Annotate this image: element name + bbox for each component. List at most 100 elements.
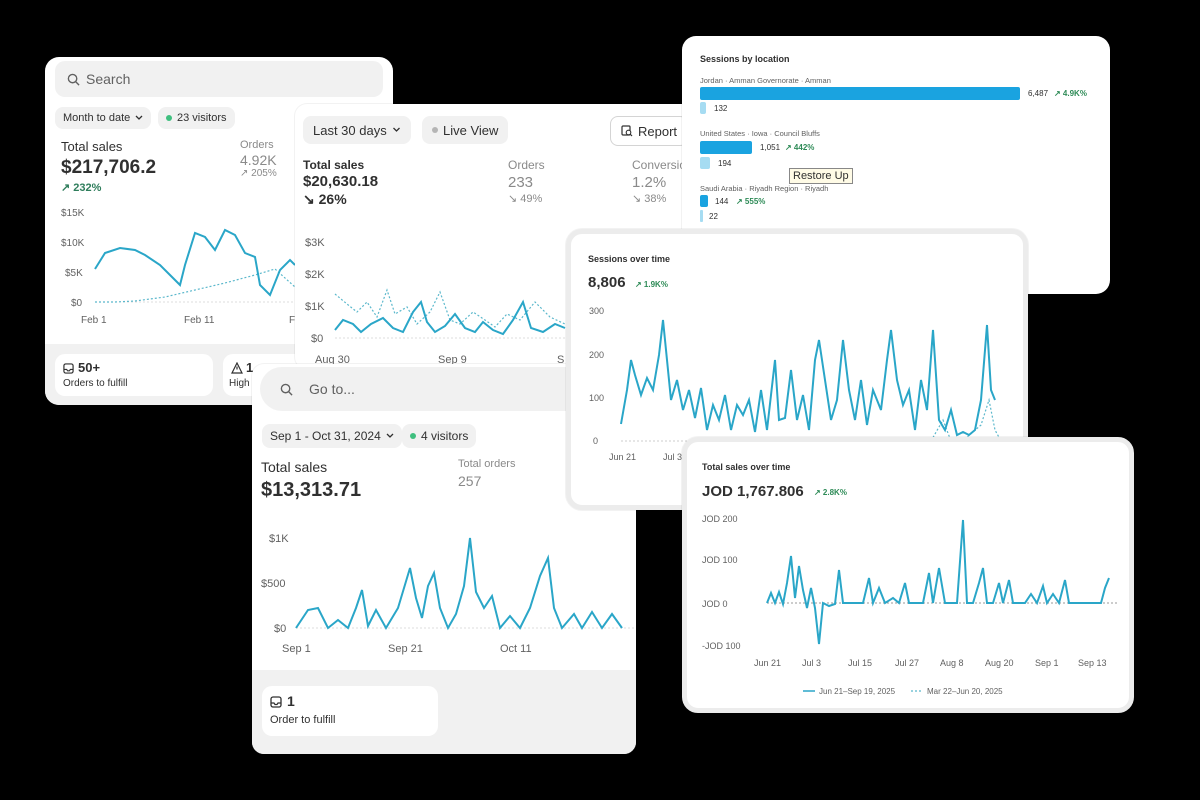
orders-label: Orders [240, 139, 274, 151]
y-tick-label: -JOD 100 [702, 641, 741, 651]
warning-icon [231, 362, 243, 374]
x-tick-label: Jul 27 [895, 658, 919, 668]
card-title: Sessions by location [700, 54, 790, 64]
location-previous-value: 194 [718, 159, 732, 168]
current-period-line [94, 228, 296, 297]
location-name: Saudi Arabia · Riyadh Region · Riyadh [700, 184, 829, 193]
visitors-badge[interactable]: 23 visitors [158, 107, 235, 129]
y-tick-label: $0 [71, 298, 83, 309]
y-tick-label: $15K [61, 208, 85, 219]
total-orders-value: 257 [458, 473, 482, 489]
previous-period-line [334, 288, 566, 328]
total-sales-over-time-card: Total sales over time JOD 1,767.806 ↗ 2.… [682, 437, 1134, 713]
current-period-line [295, 537, 623, 631]
location-change: ↗ 442% [785, 143, 815, 152]
location-previous-value: 22 [709, 212, 718, 221]
location-bar-previous[interactable] [700, 157, 710, 169]
total-sales-value: $13,313.71 [261, 479, 362, 501]
y-tick-label: $500 [261, 578, 285, 590]
location-bar-previous[interactable] [700, 102, 706, 114]
y-tick-label: $1K [305, 301, 325, 313]
location-bar-current[interactable] [700, 141, 752, 154]
location-bar-current[interactable] [700, 195, 708, 207]
sessions-value: 8,806 [588, 274, 626, 291]
live-view-button[interactable]: Live View [422, 116, 509, 144]
live-dot-icon [410, 433, 416, 439]
search-icon [67, 73, 80, 86]
chevron-down-icon [392, 127, 400, 132]
y-tick-label: JOD 200 [702, 514, 738, 524]
x-tick-label: Jun 21 [754, 658, 781, 668]
location-bar-previous[interactable] [700, 210, 703, 222]
x-tick-label: Oct 11 [500, 643, 532, 655]
x-tick-label: Feb 1 [81, 315, 107, 326]
total-sales-change: ↘ 26% [303, 191, 347, 207]
orders-change: ↗ 205% [240, 168, 277, 179]
orders-change: ↘ 49% [508, 193, 543, 205]
report-label: Report [638, 123, 678, 139]
visitors-badge[interactable]: 4 visitors [402, 424, 477, 448]
chevron-down-icon [386, 433, 394, 438]
fulfill-label: Order to fulfill [270, 714, 336, 726]
order-to-fulfill-tile[interactable]: 1 Order to fulfill [262, 686, 438, 736]
location-name: United States · Iowa · Council Bluffs [700, 129, 820, 138]
fulfill-count: 50+ [78, 360, 101, 375]
x-tick-label: Sep 1 [1035, 658, 1059, 668]
current-period-line [620, 319, 996, 437]
date-filter-label: Month to date [63, 112, 131, 124]
orders-label: Orders [508, 158, 545, 172]
date-filter-button[interactable]: Sep 1 - Oct 31, 2024 [262, 424, 402, 448]
y-tick-label: $10K [61, 238, 85, 249]
location-previous-value: 132 [714, 104, 728, 113]
risk-count: 1 [246, 360, 254, 375]
report-icon [621, 125, 633, 137]
location-bar-current[interactable] [700, 87, 1020, 100]
total-sales-change: ↗ 232% [61, 182, 102, 194]
live-view-label: Live View [443, 122, 499, 138]
chevron-down-icon [135, 115, 143, 120]
total-sales-label: Total sales [261, 459, 328, 475]
search-input[interactable]: Search [86, 71, 131, 87]
total-sales-label: Total sales [61, 139, 123, 154]
x-tick-label: Feb 11 [184, 315, 215, 326]
sales-change: ↗ 2.8K% [814, 488, 847, 497]
legend-previous-label: Mar 22–Jun 20, 2025 [927, 687, 1003, 696]
y-tick-label: $3K [305, 237, 325, 249]
total-sales-value: $20,630.18 [303, 173, 379, 190]
fulfill-count: 1 [287, 693, 295, 709]
x-tick-label: Sep 13 [1078, 658, 1107, 668]
current-period-line [334, 299, 566, 336]
conversion-change: ↘ 38% [632, 193, 667, 205]
sales-value: JOD 1,767.806 [702, 483, 804, 500]
date-filter-button[interactable]: Month to date [55, 107, 152, 129]
card-title: Sessions over time [588, 254, 671, 264]
inbox-icon [270, 696, 282, 708]
fulfill-label: Orders to fulfill [63, 378, 128, 389]
visitors-label: 23 visitors [177, 112, 227, 124]
report-button[interactable]: Report [610, 116, 689, 146]
location-name: Jordan · Amman Governorate · Amman [700, 76, 831, 85]
x-tick-label: Aug 30 [315, 354, 350, 366]
visitors-label: 4 visitors [421, 429, 469, 443]
x-tick-label: Sep 1 [282, 643, 311, 655]
location-change: ↗ 555% [736, 197, 766, 206]
location-change: ↗ 4.9K% [1054, 89, 1087, 98]
x-tick-label: Aug 20 [985, 658, 1014, 668]
orders-to-fulfill-tile[interactable]: 50+ Orders to fulfill [55, 354, 213, 396]
date-filter-label: Last 30 days [313, 122, 387, 138]
risk-label: High [229, 378, 250, 389]
sessions-change: ↗ 1.9K% [635, 280, 668, 289]
search-bar[interactable]: Search [55, 61, 383, 97]
y-tick-label: 100 [589, 393, 604, 403]
date-filter-label: Sep 1 - Oct 31, 2024 [270, 429, 381, 443]
date-filter-button[interactable]: Last 30 days [303, 116, 411, 144]
y-tick-label: JOD 0 [702, 599, 728, 609]
sales-chart: $1K $500 $0 Sep 1 Sep 21 Oct 11 [261, 533, 636, 655]
legend-current-label: Jun 21–Sep 19, 2025 [819, 687, 896, 696]
conversion-value: 1.2% [632, 174, 667, 191]
card-title: Total sales over time [702, 462, 791, 472]
goto-input[interactable]: Go to... [309, 381, 355, 397]
location-current-value: 144 [715, 197, 729, 206]
orders-value: 4.92K [240, 152, 277, 168]
inbox-icon [63, 363, 74, 374]
